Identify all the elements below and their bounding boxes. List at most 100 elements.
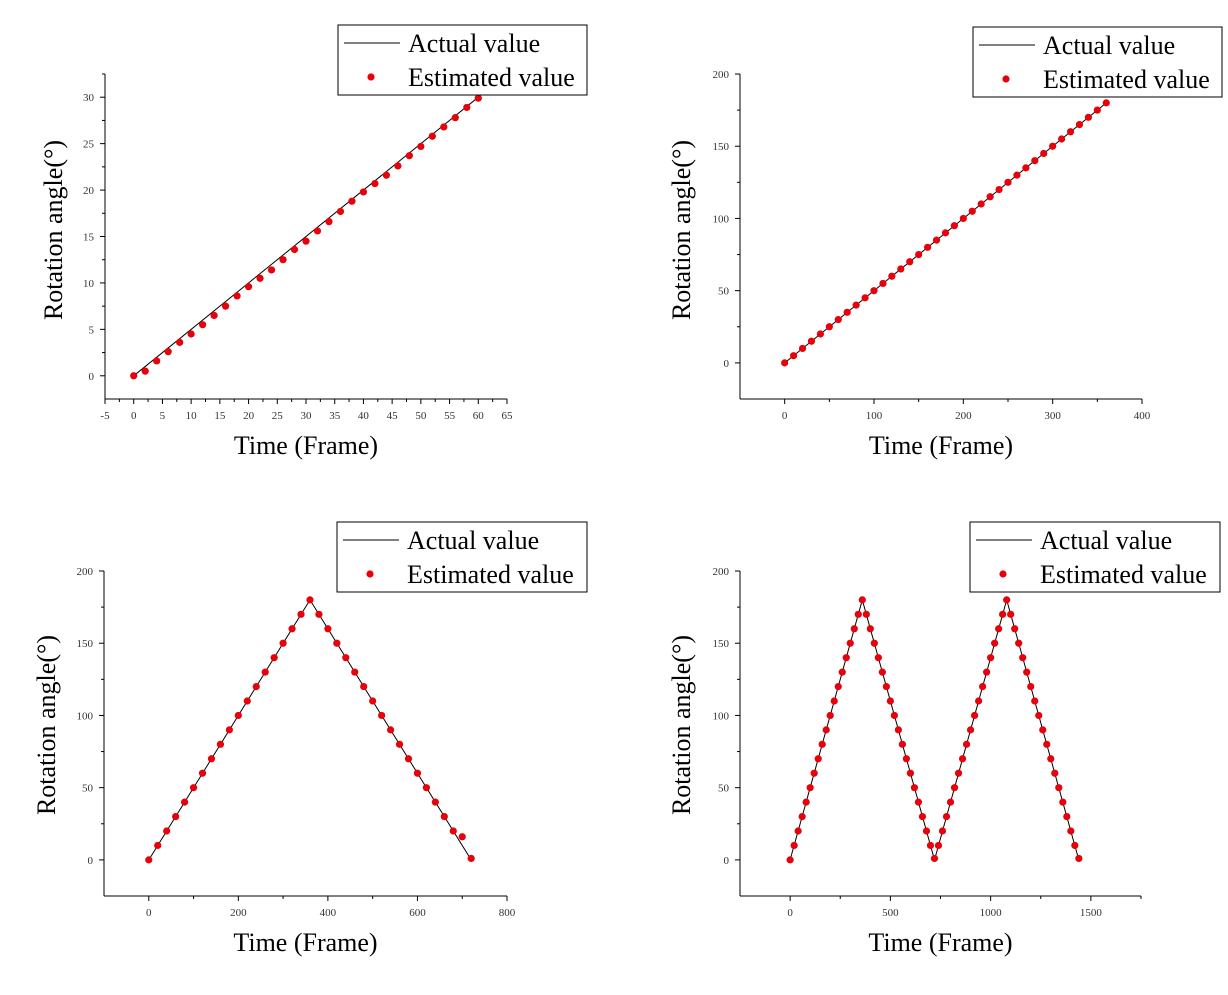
x-axis-title: Time (Frame)	[868, 928, 1012, 957]
estimated-value-point	[348, 197, 356, 205]
estimated-value-point	[1013, 171, 1021, 179]
estimated-value-point	[315, 610, 323, 618]
estimated-value-point	[404, 755, 413, 763]
estimated-value-point	[234, 711, 242, 720]
y-tick-label: 150	[77, 638, 94, 650]
estimated-value-point	[843, 308, 851, 316]
estimated-value-point	[818, 740, 826, 748]
estimated-value-point	[394, 162, 402, 170]
estimated-value-point	[428, 132, 436, 140]
estimated-value-point	[816, 330, 825, 338]
x-tick-label: 25	[272, 410, 284, 422]
y-tick-label: 50	[82, 783, 94, 795]
y-tick-label: 20	[83, 185, 95, 197]
estimated-value-point	[154, 841, 162, 850]
estimated-value-point	[342, 654, 350, 662]
estimated-value-point	[1075, 854, 1083, 863]
y-axis-title: Rotation angle(°)	[667, 140, 696, 320]
estimated-value-point	[244, 283, 253, 291]
estimated-value-point	[417, 142, 425, 151]
estimated-value-point	[222, 302, 230, 310]
x-axis-title: Time (Frame)	[233, 928, 377, 957]
estimated-value-point	[1023, 668, 1031, 676]
estimated-value-point	[890, 711, 898, 720]
estimated-value-point	[806, 784, 814, 792]
x-axis-title: Time (Frame)	[869, 431, 1013, 460]
estimated-value-point	[1022, 164, 1030, 172]
estimated-value-point	[145, 856, 153, 864]
legend: Actual value Estimated value	[337, 24, 588, 96]
estimated-value-point	[279, 639, 287, 647]
estimated-value-point	[946, 798, 955, 806]
estimated-value-point	[1031, 697, 1039, 705]
estimated-value-point	[290, 245, 299, 254]
x-axis-title: Time (Frame)	[234, 431, 378, 460]
estimated-value-point	[181, 798, 189, 806]
estimated-value-point	[995, 625, 1003, 633]
estimated-value-point	[243, 697, 251, 705]
y-tick-label: 0	[89, 371, 95, 383]
estimated-value-point	[198, 769, 207, 777]
legend-label-actual: Actual value	[1043, 31, 1175, 60]
estimated-value-point	[176, 338, 184, 346]
estimated-value-point	[1055, 784, 1063, 792]
y-tick-label: 100	[713, 710, 730, 722]
y-tick-label: 15	[83, 232, 95, 244]
x-tick-label: 400	[1134, 410, 1151, 422]
estimated-value-point	[918, 812, 927, 821]
estimated-value-point	[351, 668, 359, 676]
estimated-value-point	[1102, 99, 1110, 107]
y-tick-label: 10	[83, 278, 95, 290]
estimated-value-point	[902, 755, 911, 763]
estimated-value-point	[371, 179, 379, 188]
estimated-value-point	[834, 315, 842, 324]
legend-label-estimated: Estimated value	[1043, 65, 1210, 94]
y-tick-label: 50	[718, 783, 730, 795]
estimated-value-point	[440, 123, 448, 131]
x-tick-label: 60	[473, 410, 485, 422]
estimated-value-point	[894, 726, 902, 734]
estimated-value-point	[325, 218, 333, 226]
estimated-value-point	[862, 610, 870, 618]
estimated-value-point	[313, 227, 322, 235]
estimated-value-point	[458, 833, 466, 841]
estimated-value-point	[1071, 841, 1079, 850]
estimated-value-point	[866, 625, 874, 633]
estimated-value-point	[878, 668, 886, 676]
estimated-value-point	[252, 682, 260, 691]
chart-panel-4: 0 50 100 150 200 0 500 1000 1500 Time (Frame) Rota…	[667, 521, 1221, 957]
legend-box	[972, 26, 1223, 98]
estimated-value-point	[1019, 654, 1027, 662]
estimated-value-point	[983, 668, 991, 676]
estimated-value-point	[1051, 769, 1059, 777]
x-tick-label: 65	[502, 410, 514, 422]
x-tick-label: 0	[787, 907, 793, 919]
estimated-value-point	[938, 827, 947, 835]
estimated-value-point	[360, 682, 368, 691]
estimated-value-point	[306, 596, 314, 604]
estimated-value-point	[898, 740, 907, 748]
x-tick-label: 500	[882, 907, 899, 919]
estimated-value-point	[790, 352, 798, 360]
estimated-value-point	[267, 266, 276, 274]
estimated-value-point	[1066, 128, 1075, 136]
estimated-value-point	[225, 726, 233, 734]
x-tick-label: 1500	[1080, 907, 1103, 919]
estimated-value-point	[422, 784, 430, 792]
estimated-value-point	[1027, 682, 1035, 691]
estimated-value-point	[974, 697, 983, 705]
estimated-value-point	[995, 185, 1003, 194]
estimated-value-point	[962, 740, 971, 748]
estimated-value-point	[395, 740, 404, 748]
x-tick-label: 200	[955, 410, 972, 422]
estimated-value-point	[1039, 726, 1047, 734]
estimated-value-point	[1047, 755, 1055, 763]
estimated-value-point	[810, 769, 818, 777]
actual-value-line	[148, 598, 472, 861]
x-tick-label: 55	[444, 410, 456, 422]
y-tick-label: 200	[713, 69, 730, 81]
estimated-value-point	[870, 287, 878, 295]
estimated-value-point	[861, 294, 869, 302]
estimated-value-point	[850, 625, 858, 633]
